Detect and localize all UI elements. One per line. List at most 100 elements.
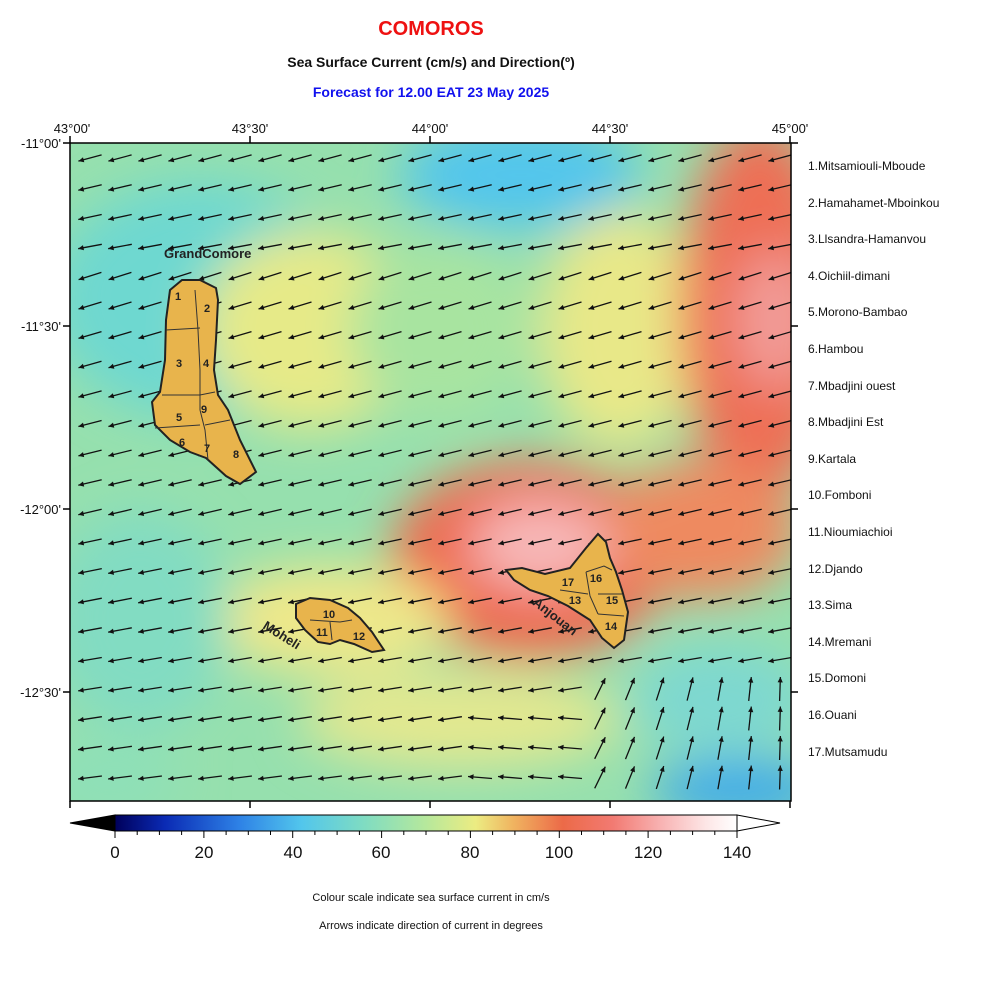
current-arrow-head xyxy=(498,774,504,780)
current-arrow-head xyxy=(348,481,355,487)
current-arrow-head xyxy=(648,363,655,369)
current-arrow-head xyxy=(348,540,355,546)
current-arrow-head xyxy=(738,540,745,546)
current-arrow-head xyxy=(378,628,384,634)
current-arrow-head xyxy=(138,157,145,163)
current-arrow-head xyxy=(318,304,325,310)
current-arrow-head xyxy=(689,736,695,743)
current-arrow-head xyxy=(498,628,504,634)
current-arrow-head xyxy=(438,186,445,192)
current-arrow-head xyxy=(718,736,724,742)
current-arrow-head xyxy=(78,628,84,634)
current-arrow-head xyxy=(318,422,325,428)
current-arrow-head xyxy=(198,186,205,192)
current-arrow-head xyxy=(648,658,654,664)
current-arrow-head xyxy=(438,569,445,575)
current-arrow-head xyxy=(708,275,715,281)
current-arrow-head xyxy=(438,452,445,458)
region-legend-item: 1.Mitsamiouli-Mboude xyxy=(808,159,926,173)
current-arrow-head xyxy=(378,393,385,399)
current-arrow-head xyxy=(648,275,655,281)
current-arrow-head xyxy=(138,452,145,458)
current-arrow-head xyxy=(708,215,715,221)
current-arrow-head xyxy=(648,452,655,458)
current-arrow-head xyxy=(618,275,625,281)
current-arrow-head xyxy=(138,510,145,516)
current-arrow-head xyxy=(228,334,235,340)
current-arrow-head xyxy=(748,765,754,772)
current-arrow-head xyxy=(198,658,204,664)
current-arrow-head xyxy=(258,334,265,340)
current-arrow-head xyxy=(348,452,355,458)
longitude-ticks xyxy=(69,136,791,808)
current-arrow-head xyxy=(648,628,654,634)
current-arrow-head xyxy=(288,304,295,310)
current-arrow-head xyxy=(528,215,535,221)
current-arrow-head xyxy=(588,186,595,192)
current-arrow-head xyxy=(78,452,85,458)
current-arrow-head xyxy=(678,334,685,340)
current-arrow-head xyxy=(708,658,714,664)
current-arrow-head xyxy=(468,275,475,281)
current-arrow-head xyxy=(738,275,745,281)
current-arrow-head xyxy=(138,540,145,546)
current-arrow-head xyxy=(348,245,354,251)
current-arrow-head xyxy=(438,599,444,605)
current-arrow-head xyxy=(198,510,205,516)
current-arrow-head xyxy=(558,422,565,428)
current-arrow-head xyxy=(558,363,565,369)
current-arrow-head xyxy=(378,334,385,340)
current-arrow-head xyxy=(768,628,774,634)
current-arrow-head xyxy=(558,452,565,458)
current-arrow-head xyxy=(78,393,85,399)
current-arrow-head xyxy=(708,569,715,575)
region-number: 5 xyxy=(176,412,182,424)
lat-tick-label: -11°00' xyxy=(21,136,61,151)
current-arrow-head xyxy=(78,775,84,781)
current-arrow-head xyxy=(168,275,175,281)
current-arrow-head xyxy=(768,157,775,163)
current-arrow-head xyxy=(288,716,294,723)
current-arrow-head xyxy=(108,157,115,163)
current-arrow-head xyxy=(138,599,144,605)
current-arrow-head xyxy=(258,393,265,399)
current-arrow-head xyxy=(288,569,295,575)
current-arrow-head xyxy=(408,393,415,399)
current-arrow-head xyxy=(748,706,754,713)
current-arrow-head xyxy=(318,746,324,752)
current-arrow-head xyxy=(558,628,564,634)
current-arrow-head xyxy=(318,363,325,369)
current-direction-arrows xyxy=(78,154,791,790)
current-arrow-head xyxy=(558,393,565,399)
current-arrow-head xyxy=(168,245,174,251)
current-arrow-head xyxy=(528,599,534,605)
colorbar-tick-label: 80 xyxy=(461,843,480,862)
current-arrow-head xyxy=(438,628,444,634)
forecast-time: Forecast for 12.00 EAT 23 May 2025 xyxy=(312,84,550,100)
current-arrow-head xyxy=(408,186,415,192)
current-arrow-head xyxy=(78,540,85,546)
current-arrow-head xyxy=(618,510,625,516)
colorbar-tick-label: 120 xyxy=(634,843,662,862)
current-arrow-head xyxy=(168,716,174,723)
current-arrow-head xyxy=(138,304,145,310)
current-arrow-head xyxy=(408,481,415,487)
current-arrow-head xyxy=(498,245,504,251)
current-arrow-head xyxy=(288,687,294,693)
current-arrow-head xyxy=(468,245,474,251)
current-arrow-head xyxy=(138,186,145,192)
current-arrow-head xyxy=(168,746,174,752)
current-arrow-head xyxy=(498,334,505,340)
current-arrow-head xyxy=(108,628,114,634)
current-arrow-head xyxy=(498,715,504,721)
region-legend-item: 15.Domoni xyxy=(808,671,867,686)
current-arrow-head xyxy=(558,275,565,281)
current-arrow-head xyxy=(198,540,205,546)
current-arrow-head xyxy=(618,186,625,192)
current-arrow-head xyxy=(630,707,635,714)
current-arrow-head xyxy=(468,215,475,221)
region-legend-item: 7.Mbadjini ouest xyxy=(808,378,896,393)
current-arrow-head xyxy=(618,658,624,664)
current-arrow-head xyxy=(78,599,84,605)
current-arrow-head xyxy=(408,687,414,693)
